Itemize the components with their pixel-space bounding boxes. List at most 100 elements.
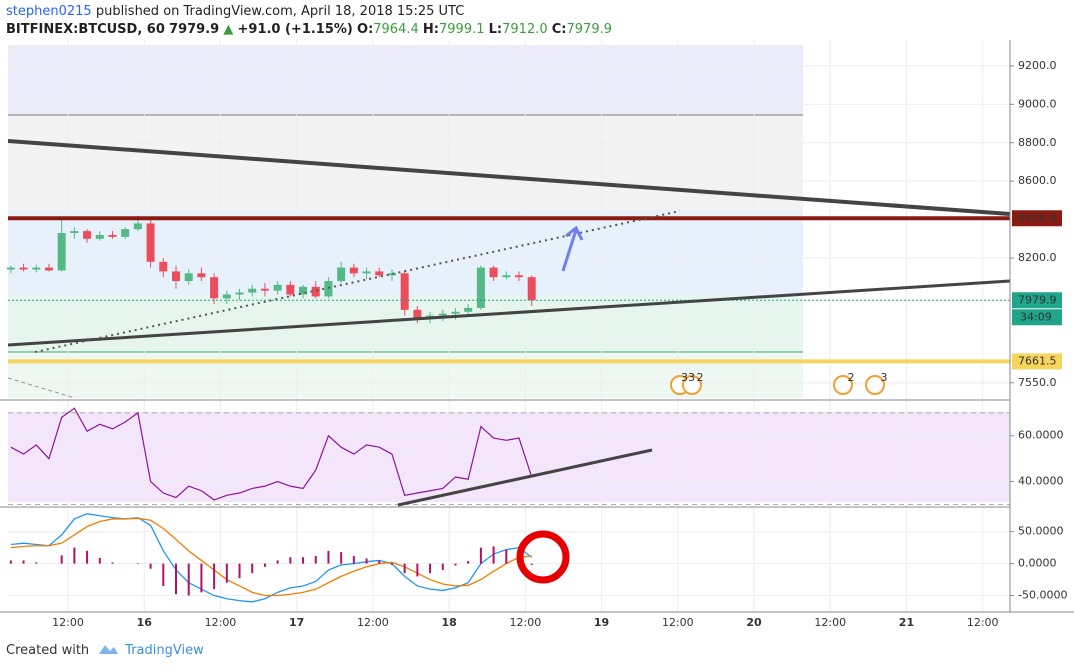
event-count: 33 xyxy=(681,371,695,384)
change: +91.0 (+1.15%) xyxy=(237,22,353,37)
open: 7964.4 xyxy=(373,22,419,37)
candle-body xyxy=(375,271,384,276)
high: 7999.1 xyxy=(439,22,485,37)
countdown-box xyxy=(1012,309,1062,326)
candle-body xyxy=(273,284,282,291)
candle-body xyxy=(19,267,28,270)
trendline xyxy=(7,377,76,399)
x-tick-label: 12:00 xyxy=(357,616,389,629)
marks xyxy=(6,215,1010,603)
price-label: 7661.5 xyxy=(1018,354,1057,367)
candle-body xyxy=(362,271,371,274)
header: stephen0215 published on TradingView.com… xyxy=(6,3,612,39)
candle-body xyxy=(464,307,473,312)
author: stephen0215 xyxy=(6,4,92,19)
axis-labels: 12:00 16 12:00 17 12:00 18 12:00 19 12:00 20 12:00… xyxy=(52,59,1067,629)
x-tick-label: 12:00 xyxy=(510,616,542,629)
candle-body xyxy=(6,267,15,270)
last: 7979.9 xyxy=(169,22,220,37)
candle-body xyxy=(248,288,257,293)
candle-body xyxy=(121,229,130,237)
price-label-box xyxy=(1012,292,1062,309)
y-tick-label: 50.0000 xyxy=(1018,525,1064,538)
candle-body xyxy=(159,261,168,272)
candle-body xyxy=(57,233,66,271)
x-tick-label: 18 xyxy=(441,616,456,629)
candle-body xyxy=(349,267,358,274)
candle-body xyxy=(172,271,181,282)
y-tick-label: 8200.0 xyxy=(1018,251,1057,264)
candle-body xyxy=(108,234,117,237)
event-count: 3 xyxy=(881,371,888,384)
x-tick-label: 12:00 xyxy=(662,616,694,629)
y-tick-label: 0.0000 xyxy=(1018,557,1057,570)
candle-body xyxy=(184,273,193,282)
candle-body xyxy=(95,234,104,239)
y-tick-label: 9200.0 xyxy=(1018,59,1057,72)
candle-body xyxy=(515,275,524,278)
brand-logo xyxy=(99,645,119,654)
highlight-circle xyxy=(516,530,570,584)
price-label: 8406.8 xyxy=(1018,211,1057,224)
rsi-line xyxy=(10,407,533,501)
candle-body xyxy=(133,223,142,230)
x-tick-label: 12:00 xyxy=(52,616,84,629)
x-tick-label: 12:00 xyxy=(814,616,846,629)
arrow xyxy=(561,225,584,272)
candle-body xyxy=(260,288,269,291)
event-icon xyxy=(833,375,853,395)
candle-body xyxy=(451,311,460,314)
price-label-box xyxy=(1012,353,1062,370)
candle-body xyxy=(70,231,79,234)
candle-body xyxy=(413,309,422,318)
y-tick-label: 40.0000 xyxy=(1018,475,1064,488)
zone xyxy=(8,45,803,115)
event-icon xyxy=(682,375,702,395)
brand: TradingView xyxy=(97,643,204,658)
candle-body xyxy=(146,223,155,262)
up-arrow: ▲ xyxy=(223,22,234,37)
h-label: H: xyxy=(422,22,439,37)
macd-line xyxy=(10,517,532,597)
x-tick-label: 16 xyxy=(137,616,153,629)
trendline xyxy=(7,139,1011,216)
created: Created with xyxy=(6,643,90,658)
candle-body xyxy=(32,267,41,270)
symbol: BITFINEX:BTCUSD, 60 xyxy=(6,22,165,37)
countdown: 34:09 xyxy=(1020,310,1052,323)
price-label-box xyxy=(1012,210,1062,227)
y-tick-label: -50.0000 xyxy=(1018,589,1067,602)
published: published on TradingView.com, April 18, … xyxy=(95,4,465,19)
low: 7912.0 xyxy=(502,22,548,37)
candle-body xyxy=(337,267,346,282)
o-label: O: xyxy=(357,22,374,37)
publish-line: stephen0215 published on TradingView.com… xyxy=(6,3,612,21)
candle-body xyxy=(489,267,498,278)
trendline xyxy=(34,210,681,353)
y-tick-label: 7550.0 xyxy=(1018,376,1057,389)
x-tick-label: 12:00 xyxy=(967,616,999,629)
candle-body xyxy=(299,286,308,295)
x-tick-label: 21 xyxy=(899,616,914,629)
l-label: L: xyxy=(488,22,503,37)
candle-body xyxy=(222,294,231,299)
event-icons: 33 2 2 3 xyxy=(670,371,888,395)
grid xyxy=(8,40,1010,612)
trendline xyxy=(7,279,1011,347)
candle-body xyxy=(83,231,92,239)
candle-body xyxy=(235,292,244,295)
candle-body xyxy=(44,267,53,271)
close: 7979.9 xyxy=(566,22,613,37)
event-count: 2 xyxy=(848,371,855,384)
footer: Created with TradingView xyxy=(6,642,204,658)
zone xyxy=(8,115,803,210)
price-label: 7979.9 xyxy=(1018,293,1057,306)
candle-body xyxy=(438,313,447,316)
candle-body xyxy=(286,284,295,295)
candle-body xyxy=(387,273,396,276)
x-tick-label: 12:00 xyxy=(205,616,237,629)
x-tick-label: 17 xyxy=(289,616,304,629)
event-icon xyxy=(865,375,885,395)
y-tick-label: 9000.0 xyxy=(1018,97,1057,110)
